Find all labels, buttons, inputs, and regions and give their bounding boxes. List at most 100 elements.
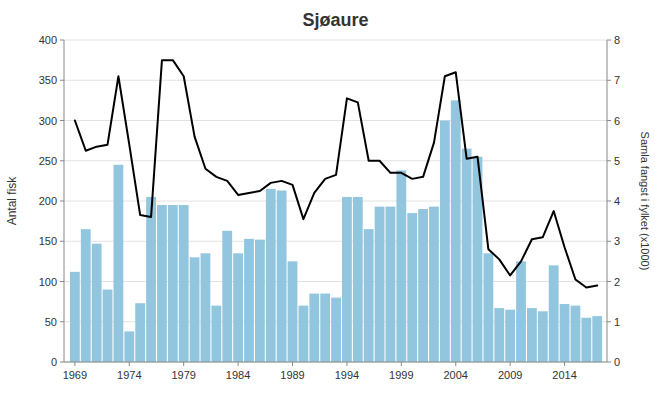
- y2-tick: [607, 160, 611, 161]
- y2-tick: [607, 80, 611, 81]
- bar: [103, 290, 113, 362]
- y2-tick: [607, 281, 611, 282]
- y-tick: [60, 321, 64, 322]
- bar: [168, 205, 178, 362]
- y2-tick-label: 1: [614, 316, 620, 328]
- bar: [527, 308, 537, 362]
- grid-line: [64, 362, 607, 363]
- bar: [375, 207, 385, 362]
- bar: [581, 318, 591, 362]
- y-tick-label: 50: [45, 316, 57, 328]
- bar: [135, 303, 145, 362]
- x-tick: [238, 362, 239, 366]
- y2-tick-label: 2: [614, 276, 620, 288]
- bar: [222, 231, 232, 362]
- bar: [146, 197, 156, 362]
- bar: [364, 229, 374, 362]
- x-tick-label: 1974: [117, 369, 141, 381]
- y-tick: [60, 40, 64, 41]
- x-tick-label: 2004: [444, 369, 468, 381]
- x-tick: [129, 362, 130, 366]
- grid: [64, 40, 607, 362]
- bar: [70, 272, 80, 362]
- x-tick: [183, 362, 184, 366]
- bar: [407, 213, 417, 362]
- bar: [331, 298, 341, 362]
- bar: [211, 306, 221, 362]
- x-tick: [74, 362, 75, 366]
- bar: [179, 205, 189, 362]
- title: Sjøaure: [302, 10, 368, 30]
- bar: [494, 308, 504, 362]
- grid-line: [64, 160, 607, 161]
- bar: [190, 257, 200, 362]
- bar: [266, 189, 276, 362]
- y-tick-label: 300: [39, 115, 57, 127]
- y-tick: [60, 201, 64, 202]
- bar: [288, 261, 298, 362]
- y2-tick: [607, 321, 611, 322]
- y-tick: [60, 281, 64, 282]
- plot-area: [70, 60, 602, 362]
- grid-line: [64, 40, 607, 41]
- x-tick-label: 2014: [552, 369, 576, 381]
- y-tick: [60, 362, 64, 363]
- y2-tick-label: 3: [614, 235, 620, 247]
- bar: [233, 253, 243, 362]
- y2-tick: [607, 40, 611, 41]
- y-tick-label: 200: [39, 195, 57, 207]
- bar: [516, 261, 526, 362]
- x-tick-label: 1989: [280, 369, 304, 381]
- bar: [483, 253, 493, 362]
- y2-tick-label: 5: [614, 155, 620, 167]
- y2-tick: [607, 241, 611, 242]
- bar: [386, 207, 396, 362]
- y-tick: [60, 160, 64, 161]
- y-tick-label: 0: [51, 356, 57, 368]
- bar: [277, 191, 287, 362]
- bar: [571, 306, 581, 362]
- y-tick-label: 400: [39, 34, 57, 46]
- y-tick-label: 250: [39, 155, 57, 167]
- x-tick: [401, 362, 402, 366]
- bar: [549, 265, 559, 362]
- x-axis-line: [64, 362, 607, 363]
- chart: 1969197419791984198919941999200420092014…: [0, 0, 655, 394]
- x-tick: [564, 362, 565, 366]
- axes: 1969197419791984198919941999200420092014…: [39, 34, 620, 381]
- bar: [244, 239, 254, 362]
- grid-line: [64, 120, 607, 121]
- y-axis-label: Antal fisk: [5, 176, 19, 226]
- bar: [429, 207, 439, 362]
- y2-tick: [607, 362, 611, 363]
- y2-tick-label: 6: [614, 115, 620, 127]
- bar: [81, 229, 91, 362]
- y2-tick-label: 0: [614, 356, 620, 368]
- grid-line: [64, 80, 607, 81]
- bar: [560, 304, 570, 362]
- y-tick-label: 100: [39, 276, 57, 288]
- x-tick-label: 1994: [335, 369, 359, 381]
- bar: [418, 209, 428, 362]
- x-tick: [510, 362, 511, 366]
- y2-tick-label: 7: [614, 74, 620, 86]
- x-tick-label: 1984: [226, 369, 250, 381]
- y2-tick-label: 4: [614, 195, 620, 207]
- y2-tick: [607, 201, 611, 202]
- line: [75, 60, 597, 287]
- y2-axis-label: Samla fangst i fylket (x1000): [639, 132, 651, 271]
- x-tick-label: 1999: [389, 369, 413, 381]
- x-tick: [346, 362, 347, 366]
- x-tick-label: 1979: [171, 369, 195, 381]
- bar: [201, 253, 211, 362]
- y-tick: [60, 80, 64, 81]
- y-tick: [60, 241, 64, 242]
- x-tick-label: 1969: [63, 369, 87, 381]
- bar: [451, 100, 461, 362]
- x-tick: [292, 362, 293, 366]
- bar: [124, 331, 134, 362]
- bar: [114, 165, 124, 362]
- bar: [320, 294, 330, 362]
- x-tick: [455, 362, 456, 366]
- bar: [299, 306, 309, 362]
